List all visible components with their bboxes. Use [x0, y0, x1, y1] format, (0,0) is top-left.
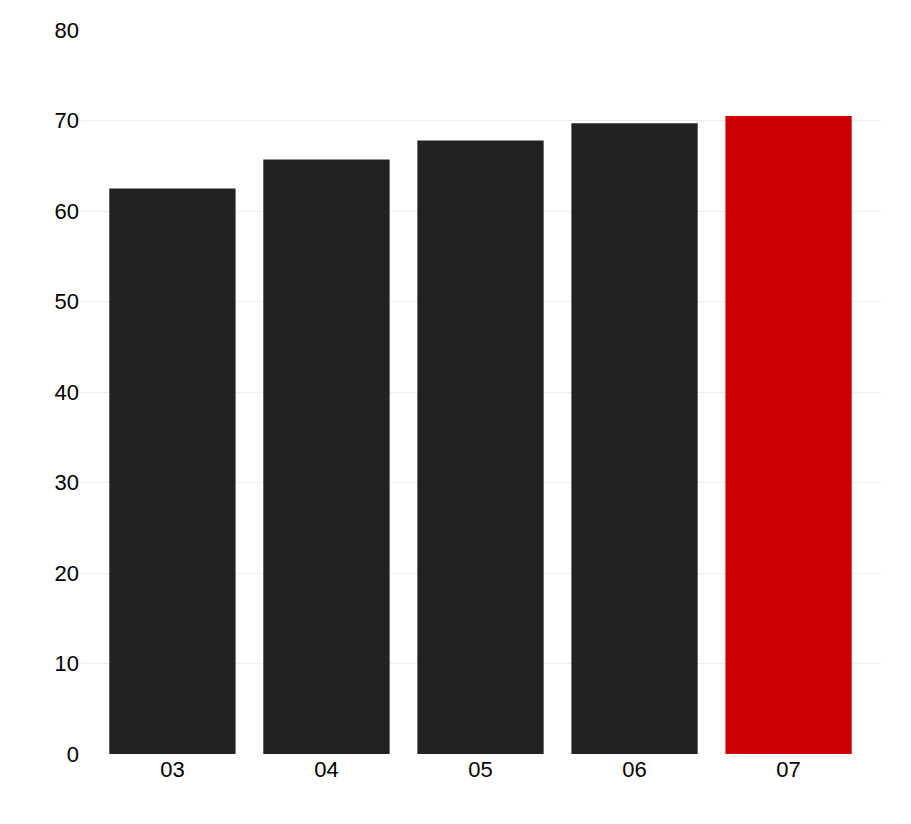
- svg-text:10: 10: [55, 651, 79, 676]
- svg-text:30: 30: [55, 470, 79, 495]
- svg-text:80: 80: [55, 18, 79, 43]
- svg-text:50: 50: [55, 289, 79, 314]
- svg-text:07: 07: [776, 757, 800, 782]
- svg-text:04: 04: [314, 757, 338, 782]
- svg-text:20: 20: [55, 561, 79, 586]
- svg-text:40: 40: [55, 380, 79, 405]
- svg-text:70: 70: [55, 108, 79, 133]
- svg-text:05: 05: [468, 757, 492, 782]
- svg-text:60: 60: [55, 199, 79, 224]
- svg-text:06: 06: [622, 757, 646, 782]
- svg-text:03: 03: [160, 757, 184, 782]
- svg-text:0: 0: [67, 742, 79, 767]
